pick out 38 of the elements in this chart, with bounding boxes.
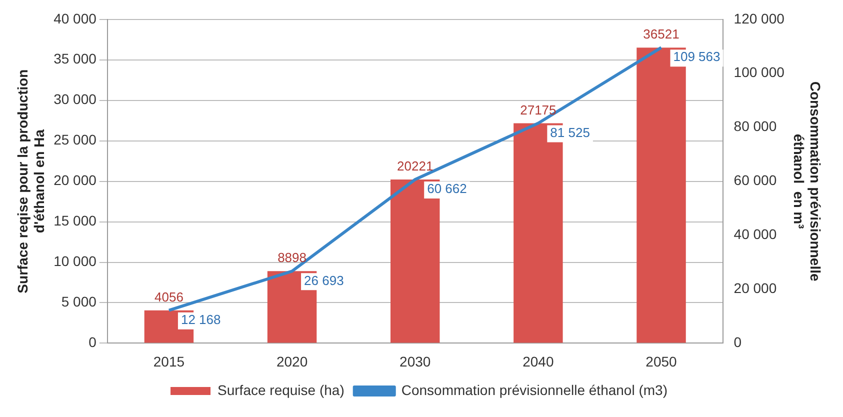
data-label: 12 168 — [180, 312, 221, 327]
y2-axis-title: Consommation prévisionnelle éthanol en m³ — [790, 81, 824, 282]
y-tick-label: 10 000 — [54, 253, 97, 270]
data-label: 60 662 — [427, 181, 467, 196]
data-label: 26 693 — [304, 272, 344, 288]
data-label: 20221 — [397, 158, 434, 174]
bar — [267, 271, 317, 343]
y-tick-label: 5 000 — [61, 294, 97, 310]
x-tick-label: 2020 — [276, 353, 308, 370]
data-label: 27175 — [520, 102, 556, 118]
bar — [390, 180, 440, 343]
y-tick-label: 15 000 — [54, 212, 97, 229]
data-label: 8898 — [278, 250, 306, 266]
y-tick-label: 25 000 — [54, 132, 97, 148]
data-label: 4056 — [154, 289, 184, 304]
x-tick-label: 2015 — [153, 353, 185, 370]
data-label: 81 525 — [550, 124, 590, 140]
y2-tick-label: 120 000 — [734, 10, 785, 26]
bar — [514, 123, 563, 343]
y-tick-label: 0 — [88, 334, 97, 350]
y-tick-label: 30 000 — [54, 91, 97, 108]
x-tick-label: 2030 — [400, 353, 431, 370]
y-tick-label: 20 000 — [54, 172, 97, 188]
x-tick-label: 2050 — [646, 353, 678, 370]
data-label: 36521 — [643, 26, 680, 42]
y-tick-label: 40 000 — [54, 10, 97, 26]
y2-tick-label: 80 000 — [734, 118, 777, 134]
y2-tick-label: 20 000 — [734, 280, 777, 296]
y2-tick-label: 100 000 — [734, 64, 785, 80]
y2-tick-label: 40 000 — [734, 226, 777, 242]
legend-label: Consommation prévisionnelle éthanol (m3) — [401, 382, 668, 398]
y-tick-label: 35 000 — [54, 50, 97, 67]
y-axis-title: Surface reqise pour la production d'éthanol en Ha — [14, 69, 48, 294]
x-tick-label: 2040 — [522, 353, 554, 370]
y2-tick-label: 0 — [734, 334, 742, 350]
legend-label: Surface requise (ha) — [218, 382, 344, 398]
y2-tick-label: 60 000 — [734, 172, 777, 188]
data-label: 109 563 — [673, 49, 720, 64]
